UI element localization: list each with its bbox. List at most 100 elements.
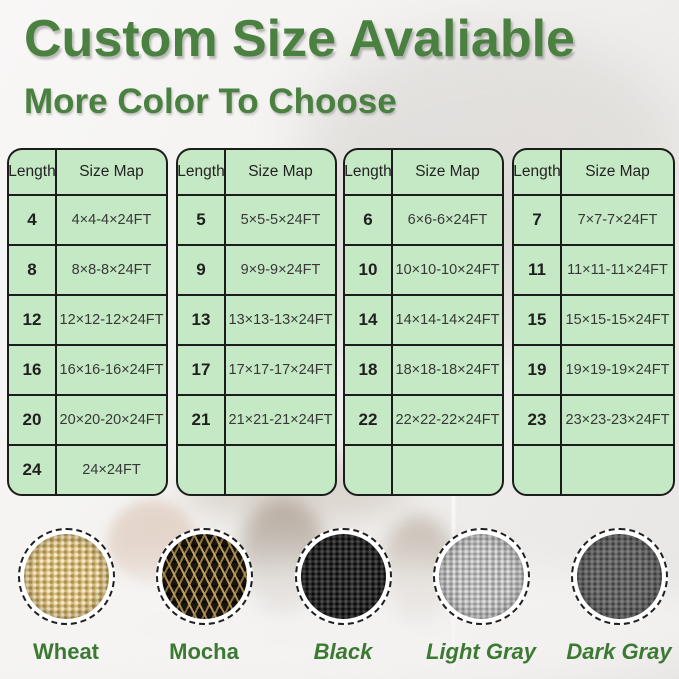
size-table: Length Size Map 6 6×6-6×24FT 10 10×10-10×24FT… <box>343 148 504 496</box>
table-row: 7 7×7-7×24FT <box>514 194 673 244</box>
table-row: 18 18×18-18×24FT <box>345 344 502 394</box>
table-row: 5 5×5-5×24FT <box>178 194 335 244</box>
fabric-texture-wheat <box>23 534 109 619</box>
length-cell: 16 <box>9 344 57 394</box>
size-map-cell: 16×16-16×24FT <box>57 344 166 394</box>
fabric-circle-light-gray <box>432 528 530 625</box>
table-row <box>514 444 673 494</box>
table-row: 12 12×12-12×24FT <box>9 294 166 344</box>
length-cell: 20 <box>9 394 57 444</box>
swatch-dark-gray: Dark Gray <box>553 528 679 665</box>
swatch-label: Wheat <box>33 639 99 664</box>
size-map-cell: 20×20-20×24FT <box>57 394 166 444</box>
column-header: Size Map <box>79 163 144 180</box>
size-map-cell: 7×7-7×24FT <box>562 194 673 244</box>
size-map-cell: 5×5-5×24FT <box>226 194 335 244</box>
page-subtitle: More Color To Choose <box>24 82 397 121</box>
length-cell: 8 <box>9 244 57 294</box>
swatches: Wheat Mocha Black Light Gray Dark Gray <box>0 528 679 673</box>
size-map-cell: 19×19-19×24FT <box>562 344 673 394</box>
length-cell: 11 <box>514 244 562 294</box>
size-map-cell <box>226 444 335 494</box>
length-cell: 24 <box>9 444 57 494</box>
length-cell: 18 <box>345 344 393 394</box>
size-map-cell: 23×23-23×24FT <box>562 394 673 444</box>
size-map-cell: 10×10-10×24FT <box>393 244 502 294</box>
length-cell: 9 <box>178 244 226 294</box>
table-row <box>345 444 502 494</box>
length-cell: 5 <box>178 194 226 244</box>
size-map-cell: 17×17-17×24FT <box>226 344 335 394</box>
table-row: 22 22×22-22×24FT <box>345 394 502 444</box>
length-cell: 12 <box>9 294 57 344</box>
table-header-row: Length Size Map <box>345 150 502 194</box>
length-cell: 7 <box>514 194 562 244</box>
length-cell: 19 <box>514 344 562 394</box>
table-row: 9 9×9-9×24FT <box>178 244 335 294</box>
swatch-label: Black <box>313 639 373 664</box>
swatch-label: Light Gray <box>425 639 536 664</box>
swatch-mocha: Mocha <box>138 528 270 665</box>
table-row: 10 10×10-10×24FT <box>345 244 502 294</box>
fabric-texture-dark-gray <box>576 534 662 619</box>
swatch-label: Mocha <box>169 639 239 664</box>
column-header: Length <box>9 150 57 194</box>
column-header: Size Map <box>585 163 650 180</box>
table-row <box>178 444 335 494</box>
fabric-texture-black <box>300 534 386 619</box>
length-cell <box>178 444 226 494</box>
table-row: 17 17×17-17×24FT <box>178 344 335 394</box>
size-map-cell: 14×14-14×24FT <box>393 294 502 344</box>
table-row: 11 11×11-11×24FT <box>514 244 673 294</box>
column-header: Size Map <box>248 163 313 180</box>
table-row: 23 23×23-23×24FT <box>514 394 673 444</box>
swatch-wheat: Wheat <box>0 528 132 665</box>
table-row: 16 16×16-16×24FT <box>9 344 166 394</box>
fabric-circle-mocha <box>155 528 253 625</box>
swatch-light-gray: Light Gray <box>415 528 547 665</box>
length-cell: 6 <box>345 194 393 244</box>
length-cell: 15 <box>514 294 562 344</box>
table-row: 13 13×13-13×24FT <box>178 294 335 344</box>
table-header-row: Length Size Map <box>514 150 673 194</box>
length-cell: 23 <box>514 394 562 444</box>
table-row: 4 4×4-4×24FT <box>9 194 166 244</box>
length-cell: 22 <box>345 394 393 444</box>
fabric-texture-light-gray <box>438 534 524 619</box>
table-row: 21 21×21-21×24FT <box>178 394 335 444</box>
table-row: 6 6×6-6×24FT <box>345 194 502 244</box>
length-cell <box>514 444 562 494</box>
swatch-black: Black <box>277 528 409 665</box>
column-header: Length <box>514 150 562 194</box>
length-cell: 14 <box>345 294 393 344</box>
table-row: 14 14×14-14×24FT <box>345 294 502 344</box>
table-row: 8 8×8-8×24FT <box>9 244 166 294</box>
fabric-texture-mocha <box>161 534 247 619</box>
table-header-row: Length Size Map <box>9 150 166 194</box>
length-cell <box>345 444 393 494</box>
size-map-cell: 8×8-8×24FT <box>57 244 166 294</box>
size-map-cell <box>562 444 673 494</box>
length-cell: 21 <box>178 394 226 444</box>
fabric-circle-black <box>294 528 392 625</box>
size-map-cell: 18×18-18×24FT <box>393 344 502 394</box>
length-cell: 17 <box>178 344 226 394</box>
size-tables: Length Size Map 4 4×4-4×24FT 8 8×8-8×24FT 12 12… <box>0 148 679 496</box>
length-cell: 4 <box>9 194 57 244</box>
swatch-label: Dark Gray <box>566 639 672 664</box>
size-map-cell: 12×12-12×24FT <box>57 294 166 344</box>
size-map-cell: 13×13-13×24FT <box>226 294 335 344</box>
size-map-cell: 15×15-15×24FT <box>562 294 673 344</box>
fabric-circle-wheat <box>17 528 115 625</box>
column-header: Length <box>345 150 393 194</box>
size-table: Length Size Map 7 7×7-7×24FT 11 11×11-11×24FT… <box>512 148 675 496</box>
size-table: Length Size Map 4 4×4-4×24FT 8 8×8-8×24FT 12 12… <box>7 148 168 496</box>
column-header: Size Map <box>415 163 480 180</box>
table-row: 20 20×20-20×24FT <box>9 394 166 444</box>
size-map-cell: 9×9-9×24FT <box>226 244 335 294</box>
table-row: 15 15×15-15×24FT <box>514 294 673 344</box>
size-map-cell: 22×22-22×24FT <box>393 394 502 444</box>
size-map-cell: 24×24FT <box>57 444 166 494</box>
table-row: 19 19×19-19×24FT <box>514 344 673 394</box>
